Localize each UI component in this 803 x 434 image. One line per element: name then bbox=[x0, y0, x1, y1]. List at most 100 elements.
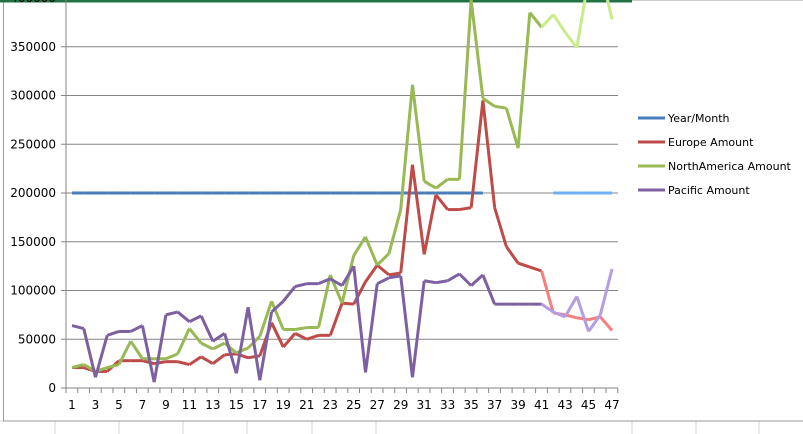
legend-label: Year/Month bbox=[667, 112, 730, 125]
x-tick-label: 7 bbox=[139, 398, 147, 412]
legend-item[interactable]: NorthAmerica Amount bbox=[638, 160, 792, 173]
x-tick-label: 31 bbox=[417, 398, 432, 412]
line-segment bbox=[328, 302, 344, 336]
line-segment bbox=[211, 353, 226, 365]
forecast-segment bbox=[563, 31, 579, 49]
legend-item[interactable]: Europe Amount bbox=[638, 136, 754, 149]
legend-label: Pacific Amount bbox=[668, 184, 750, 197]
line-segment bbox=[294, 332, 308, 341]
forecast-segment bbox=[576, 316, 589, 322]
line-segment bbox=[235, 346, 249, 355]
x-tick-label: 29 bbox=[393, 398, 408, 412]
line-segment bbox=[459, 206, 472, 212]
line-segment bbox=[469, 0, 485, 99]
line-segment bbox=[481, 100, 497, 208]
line-segment bbox=[352, 236, 367, 257]
x-axis: 1 3 5 7 9 11 13 15 17 19 21 23 25 27 29 31 33 35 37 39 41 43 4… bbox=[65, 387, 620, 412]
line-segment bbox=[117, 340, 133, 366]
line-segment bbox=[399, 164, 414, 274]
sheet-gridlines bbox=[0, 420, 803, 434]
series-pacific-amount bbox=[71, 265, 614, 383]
line-segment bbox=[422, 194, 438, 255]
line-segment bbox=[142, 359, 155, 366]
line-segment bbox=[529, 265, 543, 273]
line-segment bbox=[165, 310, 179, 317]
line-segment bbox=[505, 245, 520, 265]
x-tick-label: 11 bbox=[182, 398, 197, 412]
line-segment bbox=[434, 194, 449, 211]
x-tick-label: 37 bbox=[487, 398, 502, 412]
line-segment bbox=[270, 300, 285, 331]
line-segment bbox=[200, 341, 214, 351]
x-tick-label: 5 bbox=[115, 398, 123, 412]
line-segment bbox=[458, 272, 473, 287]
line-segment bbox=[282, 285, 297, 303]
x-tick-label: 43 bbox=[557, 398, 572, 412]
line-segment bbox=[247, 354, 261, 360]
x-tick-label: 17 bbox=[252, 398, 267, 412]
x-tick-label: 19 bbox=[276, 398, 291, 412]
line-segment bbox=[165, 352, 179, 361]
forecast-segment bbox=[540, 13, 555, 29]
line-segment bbox=[341, 301, 354, 306]
line-segment bbox=[364, 264, 379, 283]
x-tick-label: 23 bbox=[323, 398, 338, 412]
gridlines bbox=[66, 46, 618, 340]
forecast-segment bbox=[605, 0, 614, 20]
x-tick-label: 1 bbox=[68, 398, 76, 412]
line-segment bbox=[258, 300, 274, 337]
x-tick-label: 9 bbox=[162, 398, 170, 412]
line-segment bbox=[282, 332, 297, 349]
line-segment bbox=[435, 279, 448, 285]
legend-item[interactable]: Year/Month bbox=[638, 112, 730, 125]
line-segment bbox=[177, 360, 190, 367]
line-segment bbox=[94, 334, 109, 378]
line-segment bbox=[399, 275, 414, 378]
line-segment bbox=[528, 11, 543, 29]
forecast-segment bbox=[540, 270, 555, 314]
forecast-segment bbox=[598, 268, 614, 316]
line-segment bbox=[410, 164, 426, 255]
line-segment bbox=[457, 0, 473, 180]
line-segment bbox=[71, 363, 85, 369]
line-segment bbox=[270, 322, 285, 348]
legend-label: Europe Amount bbox=[668, 136, 754, 149]
line-segment bbox=[200, 355, 214, 365]
y-tick-label: 350000 bbox=[10, 40, 56, 54]
chart-area-border bbox=[3, 0, 803, 422]
line-segment bbox=[188, 327, 203, 345]
forecast-segment bbox=[587, 314, 602, 333]
line-segment bbox=[176, 327, 191, 355]
line-segment bbox=[340, 265, 356, 287]
y-axis: 0 50000 100000 150000 200000 250000 300000 3500… bbox=[10, 0, 67, 395]
line-segment bbox=[340, 255, 356, 304]
line-segment bbox=[352, 281, 367, 305]
y-tick-label: 200000 bbox=[10, 186, 56, 200]
line-segment bbox=[306, 333, 320, 341]
legend-label: NorthAmerica Amount bbox=[668, 160, 792, 173]
line-segment bbox=[212, 341, 226, 351]
y-tick-label: 300000 bbox=[10, 89, 56, 103]
line-segment bbox=[199, 315, 215, 342]
line-segment bbox=[212, 332, 226, 343]
y-tick-label: 100000 bbox=[10, 284, 56, 298]
y-tick-label: 400000 bbox=[10, 0, 56, 5]
line-segment bbox=[446, 272, 461, 283]
line-segment bbox=[329, 277, 343, 287]
x-tick-label: 13 bbox=[205, 398, 220, 412]
line-segment bbox=[223, 332, 238, 374]
y-tick-label: 50000 bbox=[18, 332, 56, 346]
line-segment bbox=[470, 273, 484, 287]
line-segment bbox=[176, 310, 191, 323]
y-tick-label: 0 bbox=[48, 381, 56, 395]
series-lines bbox=[71, 0, 614, 383]
line-segment bbox=[516, 12, 532, 149]
line-segment bbox=[364, 236, 379, 266]
series-northamerica-amount bbox=[71, 0, 614, 373]
line-segment bbox=[234, 306, 250, 374]
line-segment bbox=[481, 274, 497, 305]
line-segment bbox=[71, 324, 85, 330]
line-segment bbox=[140, 325, 156, 383]
legend-item[interactable]: Pacific Amount bbox=[638, 184, 750, 197]
line-segment bbox=[258, 311, 274, 381]
